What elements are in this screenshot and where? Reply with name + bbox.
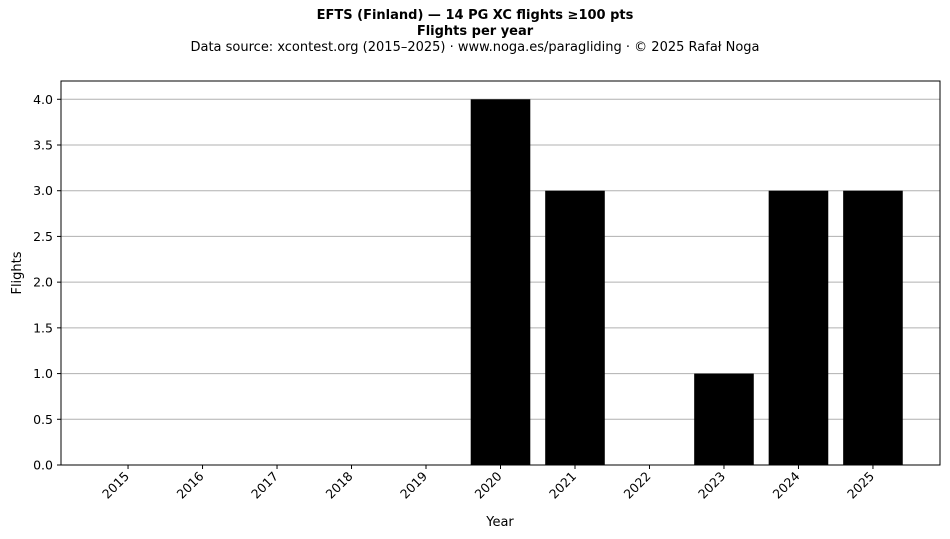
- bar-2025: [843, 190, 903, 465]
- chart-source-note: Data source: xcontest.org (2015–2025) · …: [190, 40, 760, 55]
- x-tick-label: 2023: [695, 469, 728, 502]
- y-tick-label: 2.0: [33, 275, 53, 290]
- bar-2021: [545, 190, 605, 465]
- chart-subtitle: Flights per year: [416, 24, 534, 39]
- bars: [470, 99, 903, 466]
- y-tick-label: 3.0: [33, 183, 53, 198]
- y-tick-label: 2.5: [33, 229, 53, 244]
- y-axis-ticks: 0.0 0.5 1.0 1.5 2.0 2.5 3.0 3.5 4.0: [33, 92, 61, 473]
- chart-title: EFTS (Finland) — 14 PG XC flights ≥100 p…: [316, 8, 634, 23]
- x-tick-label: 2024: [769, 468, 802, 501]
- x-tick-label: 2020: [472, 468, 505, 501]
- y-tick-label: 0.5: [33, 412, 53, 427]
- x-tick-label: 2017: [248, 469, 281, 502]
- y-tick-label: 3.5: [33, 138, 53, 153]
- bar-2020: [470, 99, 531, 466]
- y-axis-label: Flights: [10, 251, 25, 294]
- x-tick-label: 2016: [174, 468, 207, 501]
- y-tick-label: 0.0: [33, 458, 53, 473]
- x-tick-label: 2015: [99, 469, 132, 502]
- y-tick-label: 1.0: [33, 366, 53, 381]
- chart-title-block: EFTS (Finland) — 14 PG XC flights ≥100 p…: [0, 8, 950, 56]
- x-axis-ticks: 2015 2016 2017 2018 2019 2020 2021 2022 2023 2024…: [99, 465, 877, 502]
- y-tick-label: 1.5: [33, 320, 53, 335]
- x-axis-label: Year: [485, 515, 514, 530]
- y-tick-label: 4.0: [33, 92, 53, 107]
- x-tick-label: 2018: [323, 468, 356, 501]
- bar-2024: [768, 190, 829, 465]
- x-tick-label: 2019: [397, 468, 430, 501]
- x-tick-label: 2025: [844, 469, 877, 502]
- x-tick-label: 2021: [546, 469, 579, 502]
- bar-2023: [694, 373, 754, 465]
- x-tick-label: 2022: [621, 469, 654, 502]
